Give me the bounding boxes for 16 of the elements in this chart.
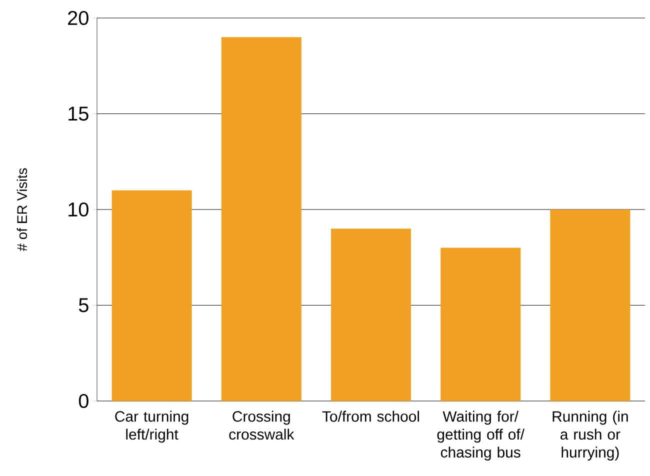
y-tick-label: 15	[68, 106, 88, 121]
bar	[550, 209, 630, 401]
x-tick-label: Car turning left/right	[115, 410, 188, 443]
y-tick-label: 5	[78, 298, 88, 312]
y-tick-label: 0	[78, 394, 88, 408]
x-tick-label: To/from school	[322, 410, 419, 422]
x-tick-label: Waiting for/ getting off of/ chasing bus	[437, 410, 524, 461]
bar	[331, 228, 411, 401]
bar	[440, 248, 521, 401]
x-tick-label: Crossing crosswalk	[229, 410, 294, 440]
bar	[112, 190, 192, 401]
x-tick-label: Running (in a rush or hurrying)	[552, 410, 628, 461]
bar	[221, 37, 302, 401]
y-axis-title: # of ER Visits	[16, 168, 28, 252]
y-tick-label: 10	[68, 202, 88, 217]
y-tick-label: 20	[68, 10, 88, 26]
